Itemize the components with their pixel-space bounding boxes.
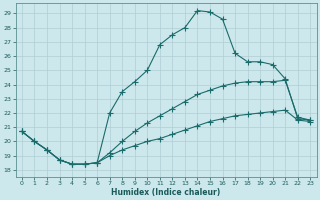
X-axis label: Humidex (Indice chaleur): Humidex (Indice chaleur) [111,188,221,197]
